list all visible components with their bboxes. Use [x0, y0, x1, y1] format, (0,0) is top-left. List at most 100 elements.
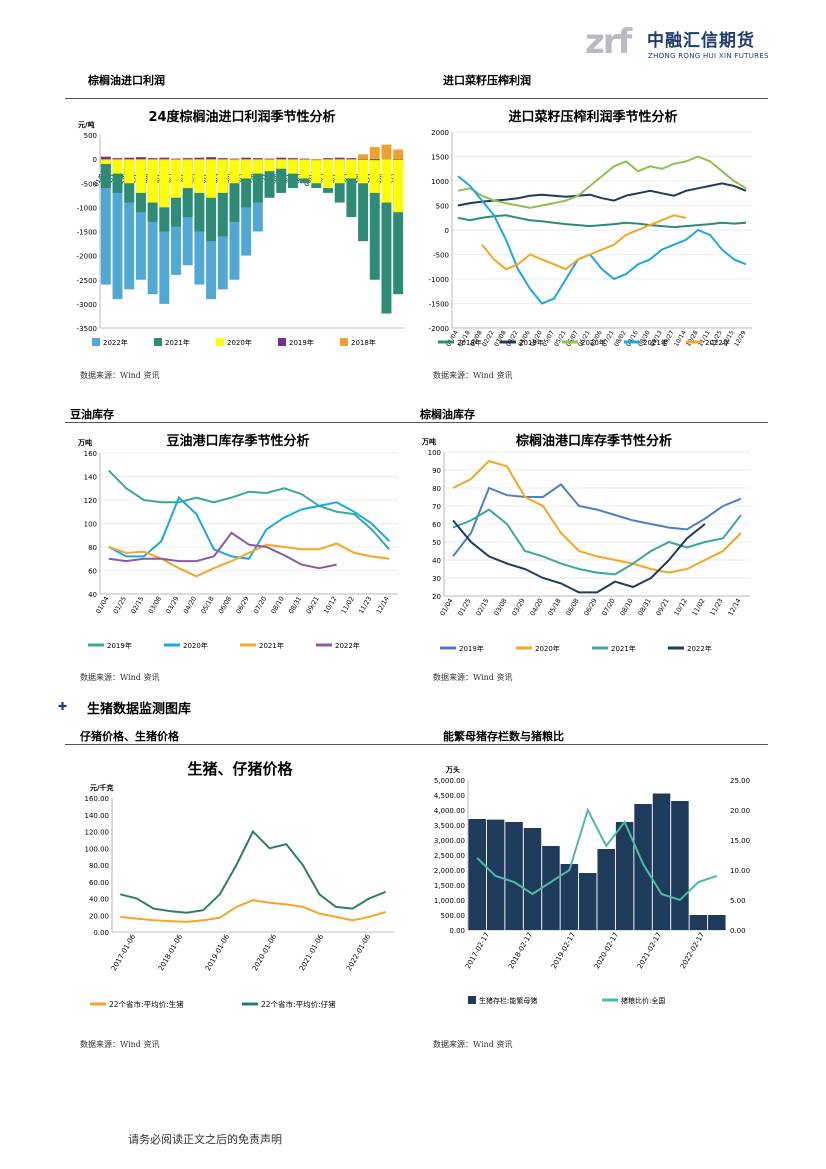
bar	[287, 159, 298, 174]
x-tick-label: 01/25	[456, 597, 472, 617]
legend-label: 2020年	[227, 338, 252, 347]
series-line	[457, 182, 747, 207]
legend-label: 2021年	[643, 338, 668, 347]
x-tick-label: 08/10	[269, 595, 285, 615]
y-tick-label: 120	[84, 497, 97, 505]
y-tick-label: 60	[88, 568, 97, 576]
bar	[124, 159, 135, 184]
x-tick-label: 08/31	[636, 597, 652, 617]
legend-label: 猪粮比价:全国	[621, 996, 665, 1005]
y-tick-label: 1000	[431, 178, 449, 186]
legend-label: 2021年	[165, 338, 190, 347]
y-tick-label: -2000	[429, 325, 449, 333]
bar	[252, 159, 263, 161]
x-tick-label: 06/29	[234, 595, 250, 615]
chart-soyoil-stock: 豆油港口库存季节性分析 160 140 120 100 80 60 40 万吨 01/04 01/…	[68, 426, 408, 658]
x-tick-label: 03/08	[147, 595, 163, 615]
chart-title: 豆油港口库存季节性分析	[166, 434, 310, 449]
bar	[334, 159, 345, 161]
x-tick-label: 04/20	[528, 597, 544, 617]
bar	[323, 159, 333, 189]
legend-swatch	[92, 338, 100, 346]
x-tick-label: 02/15	[474, 597, 490, 617]
y-tick-label: 20.00	[89, 912, 109, 920]
bar	[276, 159, 287, 169]
x-tick-label: 06/29	[582, 597, 598, 617]
legend-label: 2021年	[611, 644, 636, 653]
bar	[346, 159, 357, 179]
bar	[241, 159, 252, 179]
y-tick-label: 140.00	[85, 812, 110, 820]
chart-title: 棕榈油港口库存季节性分析	[515, 434, 672, 449]
bar	[241, 159, 252, 208]
x-tick-label: 06/08	[217, 595, 233, 615]
y-tick-label: 70	[432, 503, 441, 511]
source-note: 数据来源：Wind 资讯	[433, 371, 513, 380]
bar	[100, 159, 111, 189]
x-tick-label: 2020-02-17	[593, 931, 620, 970]
y-tick-label: 60	[432, 521, 441, 529]
bar	[468, 819, 486, 930]
bar	[299, 159, 310, 179]
bar	[206, 159, 217, 242]
series-line	[481, 214, 687, 271]
x-tick-label: 05/18	[199, 595, 215, 615]
x-tick-label: 2022-02-17	[679, 931, 706, 970]
x-tick-label: 2017-01-06	[110, 933, 138, 973]
bar	[276, 159, 287, 193]
bar	[159, 159, 170, 161]
x-tick-label: 03/29	[510, 597, 526, 617]
chart-svg: 500 0 -500 -1000 -1500 -2000 -2500 -3000 -3500 元/…	[77, 120, 404, 347]
y-tick-label: 1500	[431, 154, 449, 162]
heading-soyoil: 豆油库存	[70, 408, 114, 421]
bar	[100, 159, 111, 285]
x-tick-label: 10/12	[322, 595, 338, 615]
legend-swatch	[154, 338, 162, 346]
y-tick-label: 500.00	[441, 912, 466, 920]
series-line	[108, 542, 390, 578]
bar	[311, 159, 322, 161]
y-tick-label: 90	[432, 467, 441, 475]
y-tick-label: 2,500.00	[434, 852, 465, 860]
source-note: 数据来源：Wind 资讯	[433, 1040, 513, 1049]
y-axis-unit: 元/吨	[78, 120, 95, 129]
y-tick-label: 0.00	[449, 927, 465, 935]
x-tick-label: 12/14	[375, 595, 391, 615]
chart-rapeseed: 进口菜籽压榨利润季节性分析 2000 1500 1000 500 0 -500 -1000 -…	[418, 102, 768, 352]
y-tick-label: 50	[432, 539, 441, 547]
legend-label: 2018年	[351, 338, 376, 347]
x-tick-label: 07/20	[252, 595, 268, 615]
y-tick-label: 3,500.00	[434, 822, 465, 830]
legend-label: 2022年	[687, 644, 712, 653]
series-line	[476, 807, 718, 902]
bar	[182, 158, 193, 160]
bar	[393, 149, 404, 160]
bar	[147, 159, 158, 161]
bar	[358, 158, 369, 160]
y-tick-label: -2500	[77, 277, 97, 285]
legend-label: 2021年	[259, 641, 284, 650]
bar	[171, 159, 181, 161]
x-tick-label: 2022-01-06	[345, 933, 373, 973]
y-tick-label: 80.00	[89, 862, 109, 870]
y-tick-label: 0	[93, 156, 97, 164]
legend-label: 2020年	[581, 338, 606, 347]
logo-mark: zrf	[585, 22, 632, 62]
bar	[381, 144, 392, 160]
legend-label: 生猪存栏:能繁母猪	[479, 996, 537, 1005]
bar	[369, 159, 380, 280]
x-tick-label: 01/25	[112, 595, 128, 615]
bar	[276, 157, 287, 160]
bar	[229, 159, 240, 184]
y-tick-label: 60.00	[89, 879, 109, 887]
chart-title: 生猪、仔猪价格	[187, 760, 293, 778]
source-note: 数据来源：Wind 资讯	[433, 673, 513, 682]
bar	[112, 158, 123, 160]
bar	[217, 159, 228, 161]
source-note: 数据来源：Wind 资讯	[80, 1040, 160, 1049]
bar	[147, 158, 158, 160]
x-tick-label: 2017-02-17	[464, 931, 491, 970]
bar	[287, 158, 298, 160]
y-axis-unit: 万吨	[77, 438, 92, 447]
